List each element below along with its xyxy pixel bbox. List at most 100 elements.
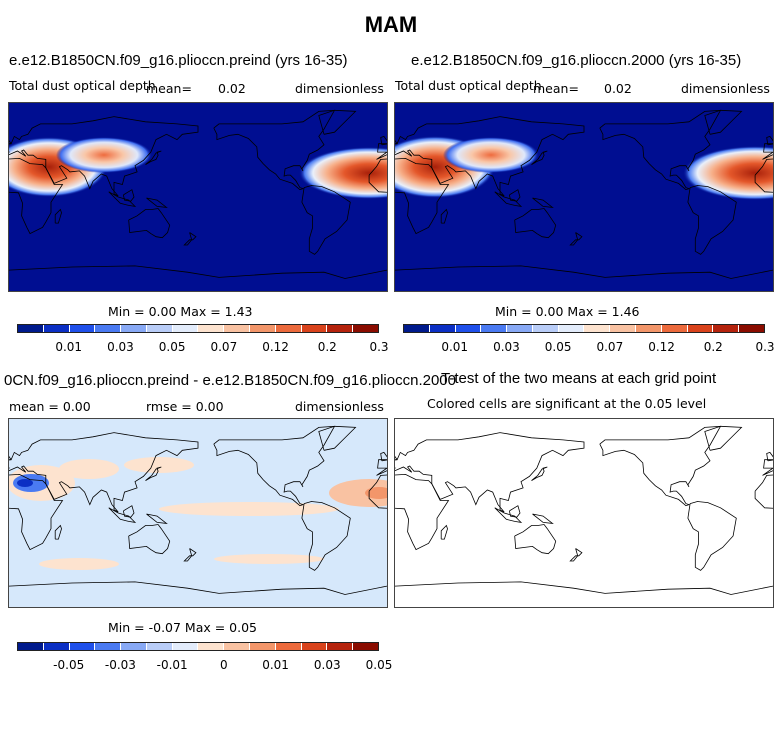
- colorbar-tick-label: 0.01: [441, 340, 469, 354]
- panel4-title: T-test of the two means at each grid poi…: [441, 370, 717, 387]
- panel3-mean: mean = 0.00: [9, 399, 91, 414]
- coastline-path: [766, 451, 773, 462]
- colorbar-swatch: [327, 325, 354, 332]
- coastlines: [395, 109, 773, 279]
- coastline-path: [532, 513, 554, 524]
- colorbar-swatch: [661, 325, 688, 332]
- coastline-path: [509, 189, 521, 202]
- coastline-path: [395, 455, 398, 461]
- colorbar-swatch: [301, 325, 328, 332]
- colorbar-tick-label: 0.03: [107, 340, 134, 354]
- coastline-path: [108, 191, 137, 207]
- colorbar-tick-label: 0.07: [596, 340, 624, 354]
- colorbar-swatch: [275, 643, 302, 650]
- coastline-path: [54, 524, 62, 540]
- coastline-path: [754, 474, 773, 509]
- colorbar-swatch: [275, 325, 302, 332]
- coastline-path: [395, 581, 773, 595]
- colorbar-swatch: [172, 325, 199, 332]
- colorbar-swatch: [224, 643, 251, 650]
- colorbar-swatch: [121, 643, 147, 650]
- coastline-path: [146, 513, 168, 524]
- coastline-path: [9, 116, 199, 197]
- panel2-mean-value: 0.02: [604, 81, 632, 96]
- coastlines: [9, 425, 387, 595]
- colorbar-swatch: [584, 325, 611, 332]
- panel1-title: e.e12.B1850CN.f09_g16.plioccn.preind (yr…: [9, 52, 348, 69]
- colorbar-swatch: [198, 643, 225, 650]
- coastline-path: [766, 135, 773, 146]
- coastline-path: [9, 455, 12, 461]
- panel1-variable: Total dust optical depth: [9, 78, 156, 93]
- colorbar-swatch: [404, 325, 430, 332]
- colorbar-tick-label: 0.3: [755, 340, 775, 354]
- panel2-units: dimensionless: [681, 81, 770, 96]
- coastlines: [9, 109, 387, 279]
- colorbar-tick-label: 0.12: [648, 340, 675, 354]
- colorbar-swatch: [532, 325, 559, 332]
- colorbar-tick-label: 0.05: [365, 658, 393, 672]
- colorbar-swatch: [172, 643, 199, 650]
- colorbar-tick-label: 0.05: [544, 340, 572, 354]
- panel4-map: [394, 418, 774, 608]
- colorbar-swatch: [327, 643, 354, 650]
- colorbar-swatch: [353, 325, 378, 332]
- panel2-mean-label: mean=: [533, 81, 579, 96]
- colorbar-tick-label: 0.03: [493, 340, 520, 354]
- panel2-min-max: Min = 0.00 Max = 1.46: [495, 304, 640, 319]
- colorbar-swatch: [739, 325, 764, 332]
- coastline-path: [509, 505, 521, 518]
- colorbar-swatch: [301, 643, 328, 650]
- panel3-rmse: rmse = 0.00: [146, 399, 224, 414]
- coastline-path: [145, 466, 162, 481]
- panel3-title: 0CN.f09_g16.plioccn.preind - e.e12.B1850…: [4, 372, 456, 389]
- map-svg: [395, 109, 773, 279]
- coastline-path: [123, 505, 135, 518]
- colorbar-tick-label: 0.2: [703, 340, 723, 354]
- coastline-path: [123, 189, 135, 202]
- colorbar-swatch: [455, 325, 482, 332]
- panel1-colorbar: [17, 324, 379, 333]
- colorbar-tick-label: 0.01: [55, 340, 83, 354]
- coastline-path: [440, 208, 448, 224]
- map-svg: [9, 109, 387, 279]
- colorbar-swatch: [353, 643, 378, 650]
- figure-title: MAM: [364, 12, 418, 37]
- colorbar-swatch: [507, 325, 533, 332]
- colorbar-swatch: [713, 325, 740, 332]
- panel2-colorbar: [403, 324, 765, 333]
- colorbar-swatch: [121, 325, 147, 332]
- coastline-path: [318, 425, 357, 451]
- coastline-path: [301, 501, 351, 571]
- coastline-path: [514, 208, 557, 239]
- coastline-path: [569, 548, 583, 562]
- coastline-path: [395, 139, 398, 145]
- panel2-title: e.e12.B1850CN.f09_g16.plioccn.2000 (yrs …: [411, 52, 742, 69]
- coastline-path: [494, 191, 523, 207]
- coastline-path: [532, 197, 554, 208]
- coastline-path: [380, 451, 387, 462]
- colorbar-swatch: [558, 325, 585, 332]
- coastline-path: [599, 109, 722, 191]
- coastline-path: [380, 135, 387, 146]
- colorbar-tick-label: 0.2: [317, 340, 337, 354]
- coastline-path: [9, 432, 199, 513]
- panel1-map: [8, 102, 388, 292]
- coastline-path: [395, 116, 585, 197]
- colorbar-tick-label: 0.03: [313, 658, 341, 672]
- panel1-min-max: Min = 0.00 Max = 1.43: [108, 304, 253, 319]
- panel1-mean-value: 0.02: [218, 81, 246, 96]
- coastline-path: [9, 581, 387, 595]
- colorbar-swatch: [43, 325, 70, 332]
- colorbar-tick-label: 0.01: [262, 658, 289, 672]
- coastline-path: [440, 524, 448, 540]
- coastline-path: [599, 425, 722, 507]
- panel1-mean-label: mean=: [146, 81, 192, 96]
- coastline-path: [704, 425, 743, 451]
- colorbar-swatch: [198, 325, 225, 332]
- coastline-path: [395, 265, 773, 279]
- colorbar-swatch: [43, 643, 70, 650]
- coastline-path: [395, 432, 585, 513]
- coastline-path: [9, 473, 64, 551]
- colorbar-swatch: [18, 643, 44, 650]
